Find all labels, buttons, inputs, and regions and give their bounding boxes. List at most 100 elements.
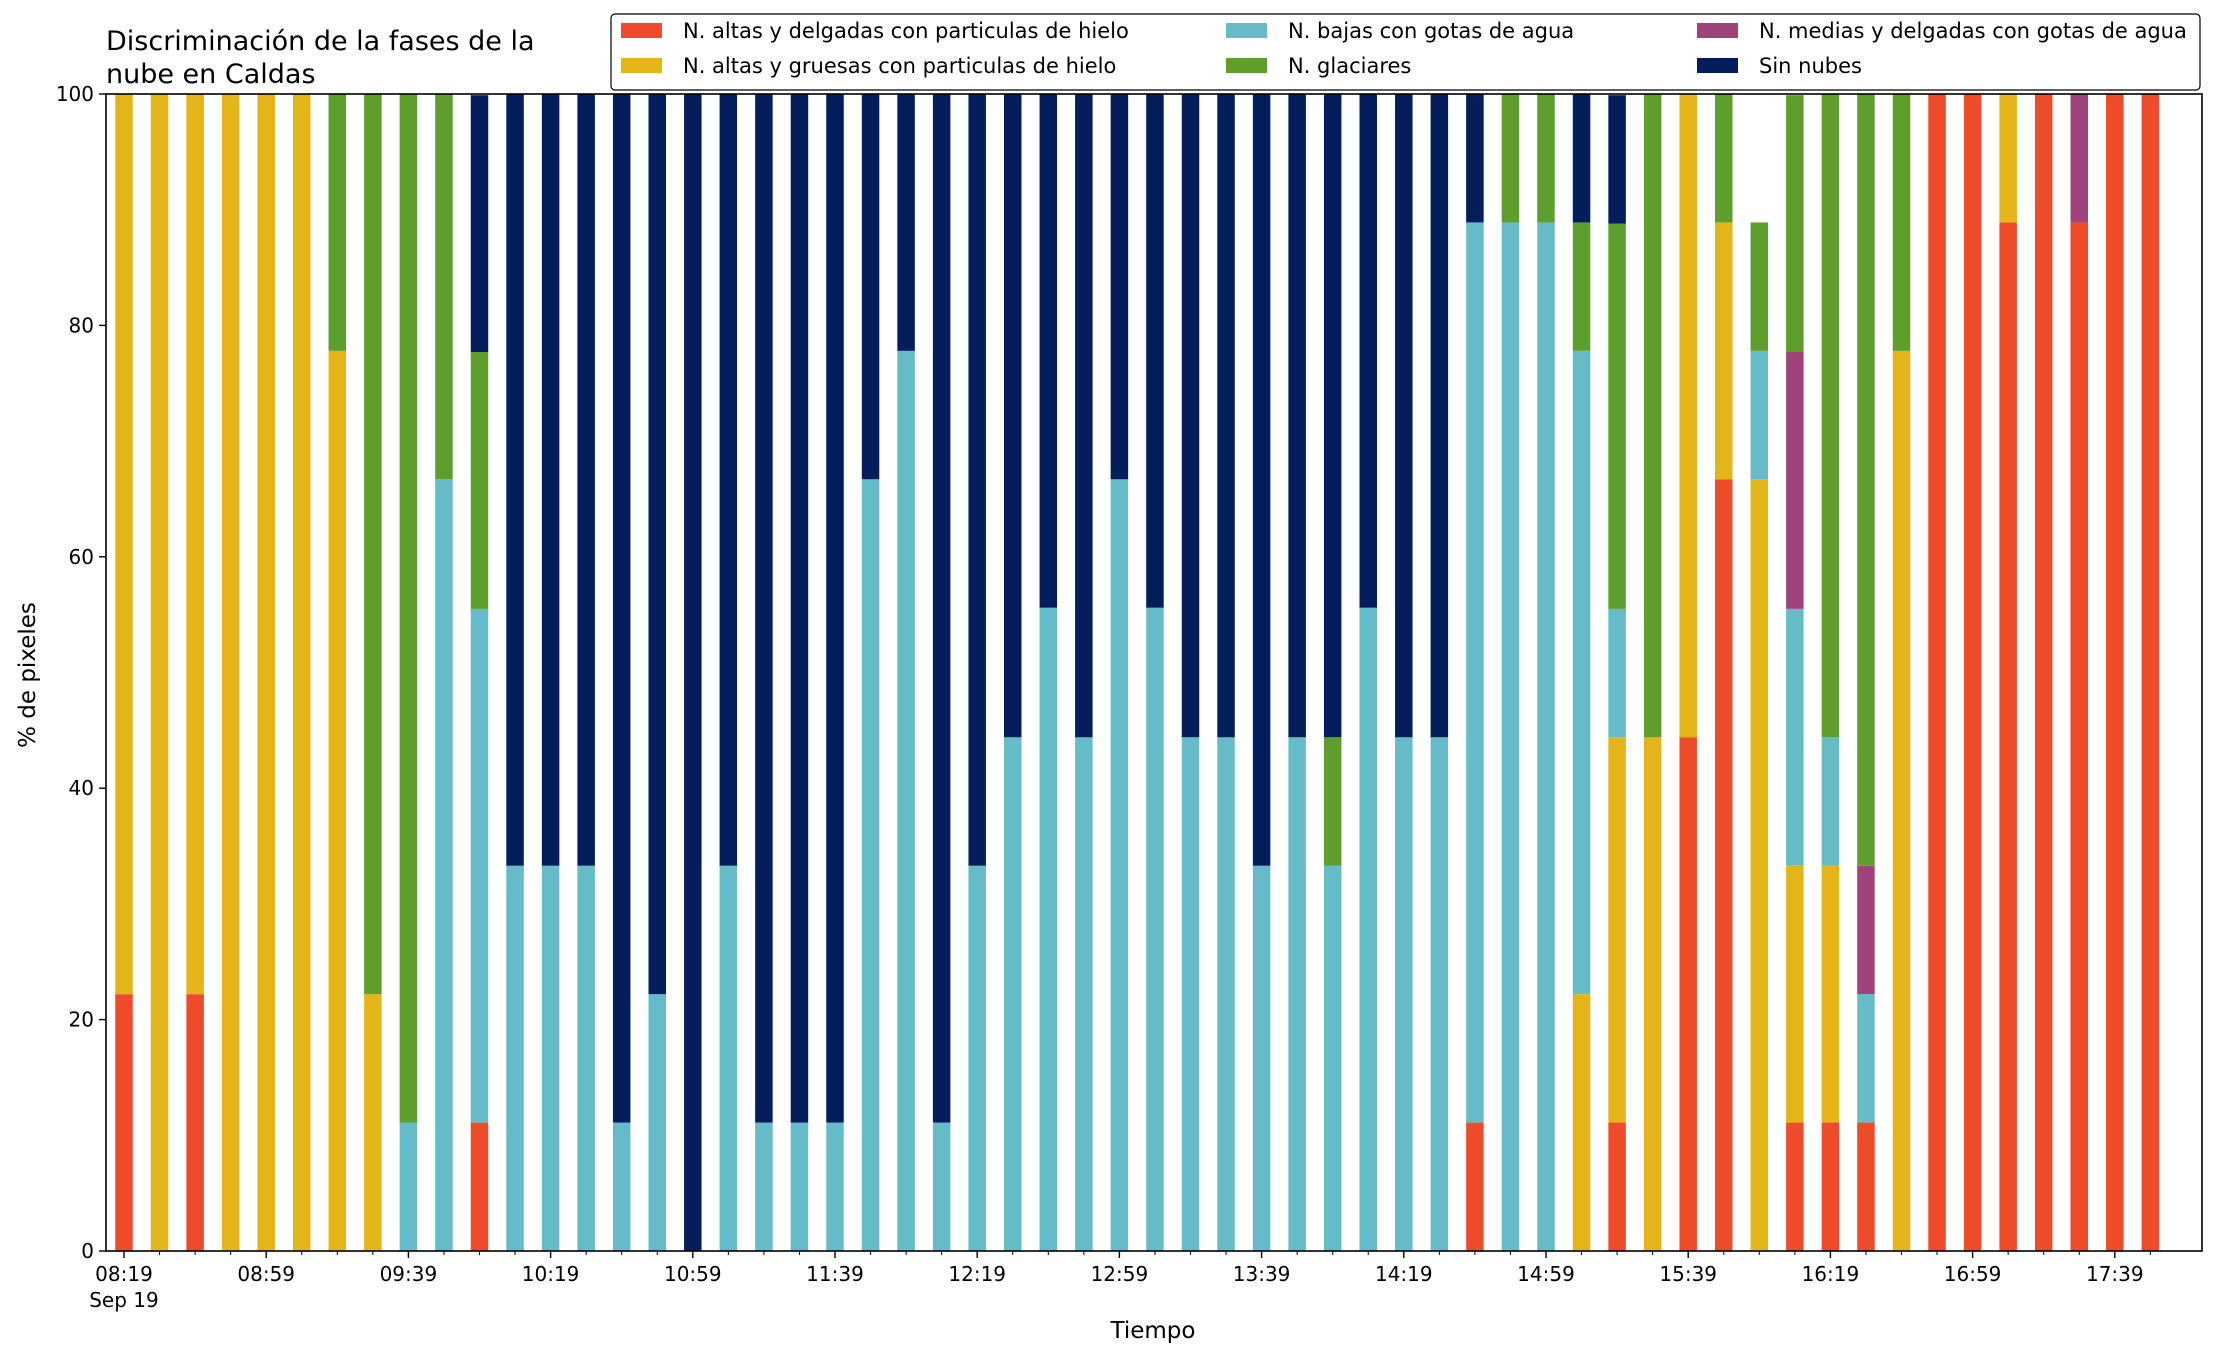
bar-segment-5-33 bbox=[1288, 94, 1306, 738]
y-tick-label-0: 0 bbox=[81, 1239, 94, 1263]
bar-segment-4-47 bbox=[1786, 95, 1804, 353]
bar-segment-2-9 bbox=[435, 479, 453, 1251]
bar-segment-2-14 bbox=[612, 1122, 631, 1251]
legend-swatch-0 bbox=[621, 23, 662, 38]
bar-segment-0-49 bbox=[1857, 1122, 1875, 1251]
x-tick-label-11: 15:39 bbox=[1659, 1262, 1717, 1286]
legend-swatch-5 bbox=[1697, 58, 1738, 73]
bar-segment-1-6 bbox=[328, 350, 347, 1252]
bar-segment-2-11 bbox=[506, 865, 524, 1251]
chart-title-line-1: Discriminación de la fases de la bbox=[106, 26, 535, 57]
bars-layer bbox=[115, 94, 2160, 1252]
bar-segment-4-40 bbox=[1537, 94, 1555, 223]
bar-segment-2-42 bbox=[1608, 608, 1626, 738]
bar-segment-2-23 bbox=[932, 1122, 951, 1251]
bar-segment-2-46 bbox=[1750, 350, 1769, 480]
bar-segment-1-44 bbox=[1679, 94, 1697, 738]
bar-segment-4-41 bbox=[1572, 222, 1591, 351]
bar-segment-5-25 bbox=[1004, 94, 1022, 738]
bar-segment-2-17 bbox=[719, 865, 738, 1251]
bar-segment-5-32 bbox=[1252, 94, 1271, 866]
bar-segment-2-35 bbox=[1359, 607, 1377, 1251]
bar-segment-2-28 bbox=[1110, 479, 1129, 1251]
bar-segment-5-19 bbox=[790, 94, 809, 1123]
legend-label-3: N. medias y delgadas con gotas de agua bbox=[1759, 19, 2187, 43]
chart-title-line-2: nube en Caldas bbox=[106, 59, 316, 90]
bar-segment-1-43 bbox=[1643, 737, 1662, 1251]
bar-segment-2-49 bbox=[1857, 994, 1875, 1123]
bar-segment-0-57 bbox=[2141, 94, 2160, 1251]
bar-segment-1-0 bbox=[115, 94, 133, 995]
bar-segment-2-27 bbox=[1075, 737, 1093, 1251]
bar-segment-1-2 bbox=[186, 94, 204, 995]
x-tick-label-13: 16:59 bbox=[1944, 1262, 2002, 1286]
x-tick-label-1: 08:59 bbox=[237, 1262, 295, 1286]
bar-segment-5-27 bbox=[1075, 94, 1093, 738]
bar-segment-2-38 bbox=[1466, 222, 1484, 1123]
bar-segment-1-1 bbox=[150, 94, 169, 1251]
bar-segment-5-37 bbox=[1430, 94, 1449, 738]
bar-segment-4-45 bbox=[1715, 94, 1733, 223]
x-tick-label-14: 17:39 bbox=[2086, 1262, 2144, 1286]
bar-segment-5-31 bbox=[1217, 94, 1235, 738]
bar-segment-1-53 bbox=[1999, 94, 2017, 223]
legend-swatch-4 bbox=[1226, 58, 1267, 73]
bar-segment-0-47 bbox=[1786, 1122, 1804, 1251]
x-tick-label-9: 14:19 bbox=[1375, 1262, 1433, 1286]
x-tick-label-5: 11:39 bbox=[806, 1262, 864, 1286]
bar-segment-4-50 bbox=[1892, 94, 1911, 351]
bar-segment-5-38 bbox=[1466, 94, 1484, 223]
y-tick-label-3: 60 bbox=[69, 545, 94, 569]
bar-segment-4-6 bbox=[328, 94, 347, 351]
bar-segment-2-19 bbox=[790, 1122, 809, 1251]
bar-segment-1-48 bbox=[1821, 865, 1840, 1123]
bar-segment-0-51 bbox=[1928, 94, 1946, 1251]
bar-segment-2-47 bbox=[1786, 608, 1804, 866]
bar-segment-0-38 bbox=[1466, 1122, 1484, 1251]
bar-segment-5-15 bbox=[648, 94, 666, 995]
bar-segment-0-42 bbox=[1608, 1122, 1626, 1251]
bar-segment-2-25 bbox=[1004, 737, 1022, 1251]
bar-segment-2-33 bbox=[1288, 737, 1306, 1251]
legend-label-1: N. altas y gruesas con particulas de hie… bbox=[683, 54, 1116, 78]
bar-segment-2-18 bbox=[755, 1122, 773, 1251]
bar-segment-2-21 bbox=[861, 479, 880, 1251]
legend-swatch-1 bbox=[621, 58, 662, 73]
x-tick-label-0: 08:19 bbox=[95, 1262, 153, 1286]
bar-segment-2-30 bbox=[1181, 737, 1200, 1251]
bar-segment-5-20 bbox=[826, 94, 844, 1123]
bar-segment-4-49 bbox=[1857, 94, 1875, 866]
bar-segment-4-34 bbox=[1323, 737, 1342, 866]
bar-segment-1-46 bbox=[1750, 479, 1769, 1251]
bar-segment-4-7 bbox=[364, 94, 382, 995]
bar-segment-1-45 bbox=[1715, 222, 1733, 480]
bar-segment-2-10 bbox=[470, 608, 489, 1123]
bar-segment-0-44 bbox=[1679, 737, 1697, 1251]
bar-segment-4-42 bbox=[1608, 223, 1626, 609]
bar-segment-2-29 bbox=[1146, 607, 1164, 1251]
y-axis-label: % de pixeles bbox=[15, 602, 41, 748]
x-tick-label-10: 14:59 bbox=[1517, 1262, 1575, 1286]
bar-segment-0-2 bbox=[186, 994, 204, 1251]
legend-label-4: N. glaciares bbox=[1288, 54, 1411, 78]
axes-layer: 0 20 40 60 80 100 08:19 08:59 09:39 10:19 10:59 11:… bbox=[56, 82, 2203, 1312]
bar-segment-0-45 bbox=[1715, 479, 1733, 1251]
legend-label-2: N. bajas con gotas de agua bbox=[1288, 19, 1574, 43]
bar-segment-2-40 bbox=[1537, 222, 1555, 1252]
x-tick-label-4: 10:59 bbox=[664, 1262, 722, 1286]
bar-segment-0-10 bbox=[470, 1122, 489, 1251]
legend: N. altas y delgadas con particulas de hi… bbox=[610, 13, 2201, 91]
legend-label-5: Sin nubes bbox=[1759, 54, 1862, 78]
bar-segment-1-47 bbox=[1786, 865, 1804, 1123]
bar-segment-1-7 bbox=[364, 994, 382, 1251]
bar-segment-0-54 bbox=[2034, 94, 2053, 1251]
y-tick-label-1: 20 bbox=[69, 1008, 94, 1032]
bar-segment-2-39 bbox=[1501, 222, 1520, 1252]
bar-segment-2-37 bbox=[1430, 737, 1449, 1251]
bar-segment-2-8 bbox=[399, 1122, 418, 1251]
plot-frame bbox=[105, 93, 2203, 1252]
bar-segment-5-12 bbox=[541, 94, 560, 866]
bar-segment-2-13 bbox=[577, 865, 595, 1251]
legend-swatch-2 bbox=[1226, 23, 1267, 38]
bar-segment-2-41 bbox=[1572, 350, 1591, 995]
